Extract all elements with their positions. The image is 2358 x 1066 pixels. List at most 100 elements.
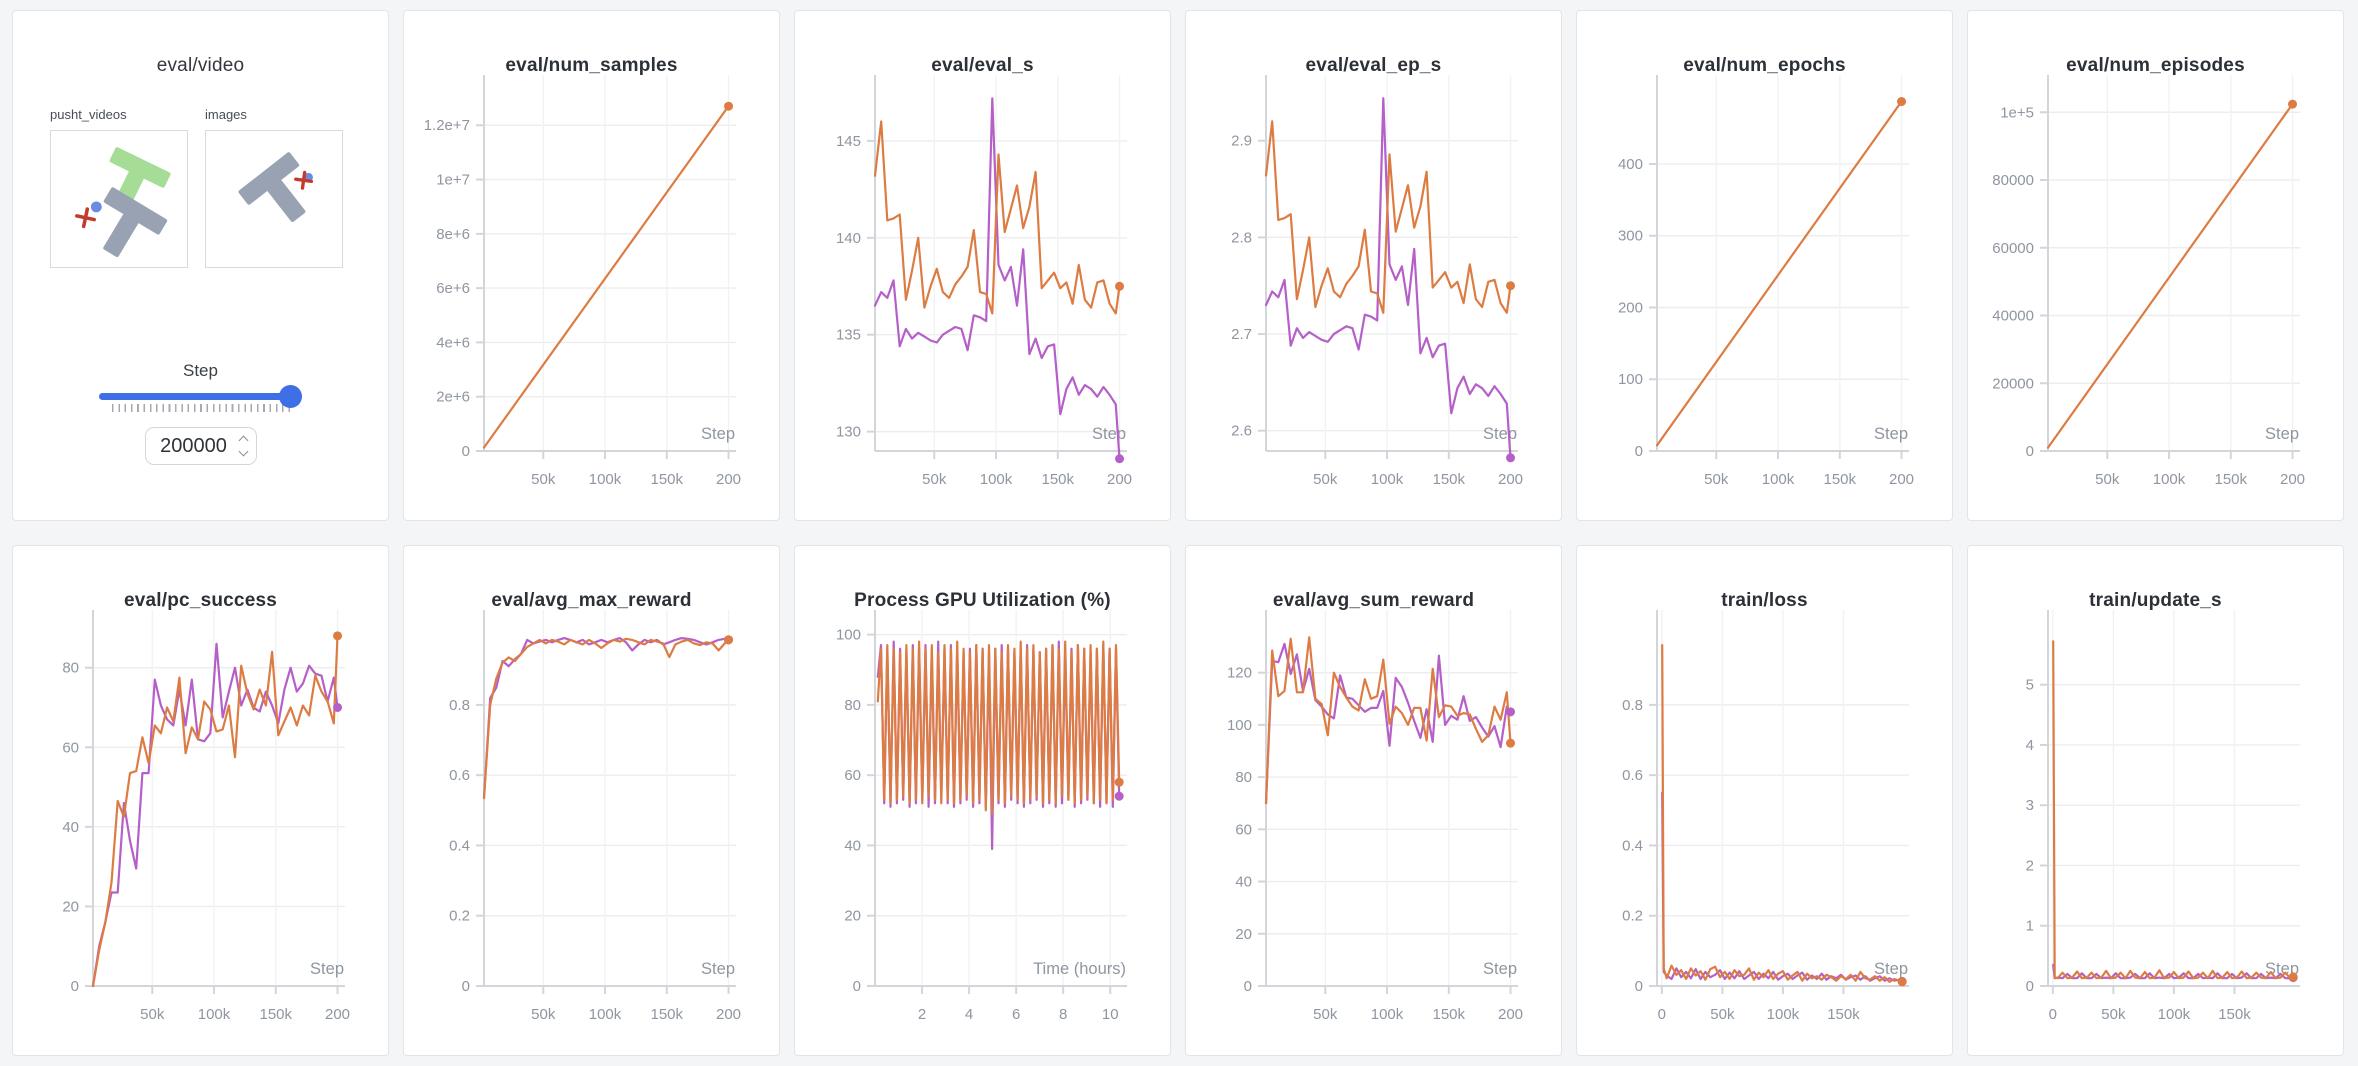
chart-eval-pc-success[interactable]: 0 20 40 60 80 50k 100k 150k 200 Step [13,610,389,1056]
x-tick-label: 150k [651,471,684,488]
x-tick-label: 150k [260,1006,293,1023]
series-line-orange [91,634,339,988]
y-tick-label: 0.4 [449,837,470,854]
y-tick-label: 4e+6 [436,334,470,351]
endpoint-dot-orange [333,631,343,641]
y-tick-label: 2.7 [1231,326,1252,343]
chart-eval-eval-ep-s[interactable]: 2.6 2.7 2.8 2.9 50k 100k 150k 200 Step [1186,75,1562,521]
chart-title: eval/avg_sum_reward [1272,590,1475,611]
x-tick-label: 0 [2049,1006,2057,1023]
y-tick-label: 300 [1618,228,1643,245]
chart-eval-eval-s[interactable]: 130 135 140 145 50k 100k 150k 200 Step [795,75,1171,521]
y-tick-label: 1 [2026,918,2034,935]
y-tick-label: 0.2 [449,908,470,925]
x-tick-label: 4 [965,1006,973,1023]
media-group-pusht-videos: pusht_videos [50,107,188,273]
y-tick-label: 0 [1635,443,1643,460]
x-axis-title: Step [701,425,735,443]
media-panel-title: eval/video [156,55,245,76]
x-tick-label: 100k [198,1006,231,1023]
chart-eval-avg-sum-reward[interactable]: 0 20 40 60 80 100 120 50k 100k 150k 200 Step [1186,610,1562,1056]
y-tick-label: 200 [1618,299,1643,316]
x-tick-label: 50k [140,1006,165,1023]
x-tick-label: 100k [2158,1006,2191,1023]
chart-title: eval/eval_ep_s [1305,55,1442,76]
decrement-icon[interactable] [238,446,248,457]
increment-icon[interactable] [238,435,248,446]
pusht-video-thumbnail[interactable] [50,130,188,268]
y-tick-label: 2.8 [1231,229,1252,246]
media-group-images: images [205,107,343,273]
series-line-orange [1655,100,1903,447]
chart-eval-num-epochs[interactable]: 0 100 200 300 400 50k 100k 150k 200 Step [1577,75,1953,521]
series-line-orange [482,105,730,449]
x-tick-label: 8 [1059,1006,1067,1023]
target-cross [294,170,314,190]
x-axis-title: Step [1092,425,1126,443]
chart-title: eval/num_epochs [1683,55,1846,76]
y-tick-label: 140 [836,230,861,247]
chart-title: train/update_s [2089,590,2222,611]
step-slider[interactable] [99,385,302,412]
slider-thumb[interactable] [279,385,302,408]
x-tick-label: 200 [1498,1006,1523,1023]
slider-track[interactable] [99,393,302,400]
chart-eval-num-samples[interactable]: 0 2e+6 4e+6 6e+6 8e+6 1e+7 1.2e+7 50k 100k 150k 20… [404,75,780,521]
x-tick-label: 150k [2215,471,2248,488]
endpoint-dot-purple [1114,791,1124,801]
y-tick-label: 2.6 [1231,423,1252,440]
y-tick-label: 135 [836,327,861,344]
x-tick-label: 200 [716,471,741,488]
y-tick-label: 0.4 [1622,837,1643,854]
x-tick-label: 50k [531,471,556,488]
x-tick-label: 100k [589,1006,622,1023]
x-tick-label: 50k [1313,471,1338,488]
media-group-label: pusht_videos [50,107,127,122]
endpoint-dot-purple [1115,454,1125,464]
images-thumbnail[interactable] [205,130,343,268]
x-tick-label: 100k [980,471,1013,488]
panel-eval-num-epochs: eval/num_epochs 0 100 200 300 400 50k 100k 150k… [1576,10,1953,521]
x-tick-label: 50k [2095,471,2120,488]
x-tick-label: 100k [589,471,622,488]
series-line-orange [482,637,730,800]
y-tick-label: 20 [844,908,861,925]
x-tick-label: 50k [922,471,947,488]
y-tick-label: 1.2e+7 [424,117,470,134]
chart-train-loss[interactable]: 0 0.2 0.4 0.6 0.8 0 50k 100k 150k Step [1577,610,1953,1056]
step-value[interactable]: 200000 [160,434,227,457]
y-tick-label: 5 [2026,677,2034,694]
endpoint-dot-orange [1115,281,1125,291]
y-tick-label: 1e+7 [436,172,470,189]
endpoint-dot-orange [2288,99,2298,109]
x-tick-label: 0 [1658,1006,1666,1023]
target-cross [75,207,96,229]
x-tick-label: 150k [2218,1006,2251,1023]
y-tick-label: 0.8 [449,697,470,714]
x-tick-label: 100k [2153,471,2186,488]
chart-eval-num-episodes[interactable]: 0 20000 40000 60000 80000 1e+5 50k 100k 150k 200 S… [1968,75,2344,521]
y-tick-label: 2e+6 [436,389,470,406]
chart-process-gpu-utilization[interactable]: 0 20 40 60 80 100 2 4 6 8 10 Time (hours) [795,610,1171,1056]
step-value-input[interactable]: 200000 [144,427,257,465]
y-tick-label: 130 [836,424,861,441]
series-line-orange [1264,120,1512,314]
chart-eval-avg-max-reward[interactable]: 0 0.2 0.4 0.6 0.8 50k 100k 150k 200 Step [404,610,780,1056]
y-tick-label: 145 [836,133,861,150]
endpoint-dot-orange [1506,281,1516,291]
x-tick-label: 150k [1433,1006,1466,1023]
y-tick-label: 0 [2026,443,2034,460]
chart-title: eval/pc_success [123,590,277,611]
y-tick-label: 60000 [1992,240,2034,257]
y-tick-label: 100 [1227,717,1252,734]
y-tick-label: 0.8 [1622,697,1643,714]
panel-eval-eval-s: eval/eval_s 130 135 140 145 50k 100k 150k 200 St… [794,10,1171,521]
x-tick-label: 150k [1824,471,1857,488]
series-line-orange [873,120,1121,315]
y-tick-label: 0 [1244,978,1252,995]
agent-dot [90,201,102,213]
series-line-orange [876,640,1121,815]
series-line-purple [482,637,730,800]
